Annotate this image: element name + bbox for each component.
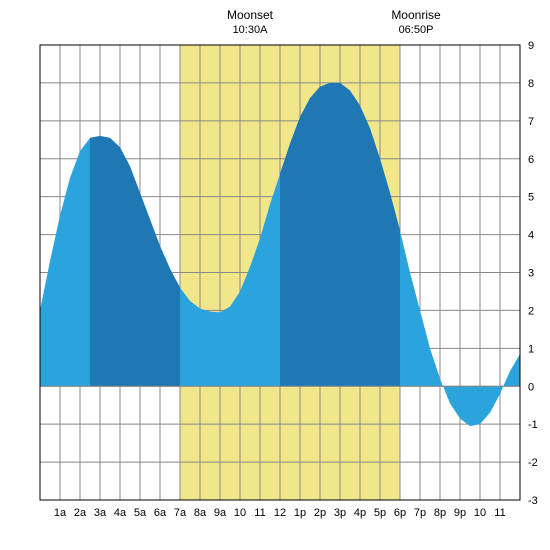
x-tick-label: 3p xyxy=(334,507,346,519)
x-tick-label: 7a xyxy=(174,507,187,519)
chart-svg: -3-2-101234567891a2a3a4a5a6a7a8a9a101112… xyxy=(0,0,550,550)
y-tick-label: 0 xyxy=(528,381,534,393)
x-tick-label: 8p xyxy=(434,507,446,519)
x-tick-label: 6p xyxy=(394,507,406,519)
x-tick-label: 4a xyxy=(114,507,127,519)
x-tick-label: 7p xyxy=(414,507,426,519)
x-tick-label: 8a xyxy=(194,507,207,519)
y-tick-label: 8 xyxy=(528,78,534,90)
y-tick-label: -2 xyxy=(528,457,538,469)
x-tick-label: 4p xyxy=(354,507,366,519)
y-tick-label: 9 xyxy=(528,40,534,52)
x-tick-label: 12 xyxy=(274,507,286,519)
y-tick-label: 4 xyxy=(528,230,534,242)
x-tick-label: 3a xyxy=(94,507,107,519)
y-tick-label: -3 xyxy=(528,495,538,507)
y-tick-label: 6 xyxy=(528,154,534,166)
moon-event-time: 10:30A xyxy=(233,24,269,36)
x-tick-label: 10 xyxy=(474,507,486,519)
y-tick-label: 1 xyxy=(528,343,534,355)
moon-event-label: Moonset xyxy=(227,8,274,22)
x-tick-label: 1p xyxy=(294,507,306,519)
y-tick-label: -1 xyxy=(528,419,538,431)
x-tick-label: 5a xyxy=(134,507,147,519)
y-tick-label: 3 xyxy=(528,268,534,280)
moon-event-time: 06:50P xyxy=(399,24,434,36)
x-tick-label: 9p xyxy=(454,507,466,519)
x-tick-label: 9a xyxy=(214,507,227,519)
x-tick-label: 11 xyxy=(254,507,265,519)
x-tick-label: 11 xyxy=(494,507,505,519)
x-tick-label: 1a xyxy=(54,507,67,519)
x-tick-label: 2a xyxy=(74,507,87,519)
y-tick-label: 7 xyxy=(528,116,534,128)
x-tick-label: 2p xyxy=(314,507,326,519)
x-tick-label: 5p xyxy=(374,507,386,519)
tide-chart: -3-2-101234567891a2a3a4a5a6a7a8a9a101112… xyxy=(0,0,550,550)
x-tick-label: 6a xyxy=(154,507,167,519)
moon-event-label: Moonrise xyxy=(391,8,441,22)
y-tick-label: 2 xyxy=(528,305,534,317)
x-tick-label: 10 xyxy=(234,507,246,519)
y-tick-label: 5 xyxy=(528,192,534,204)
